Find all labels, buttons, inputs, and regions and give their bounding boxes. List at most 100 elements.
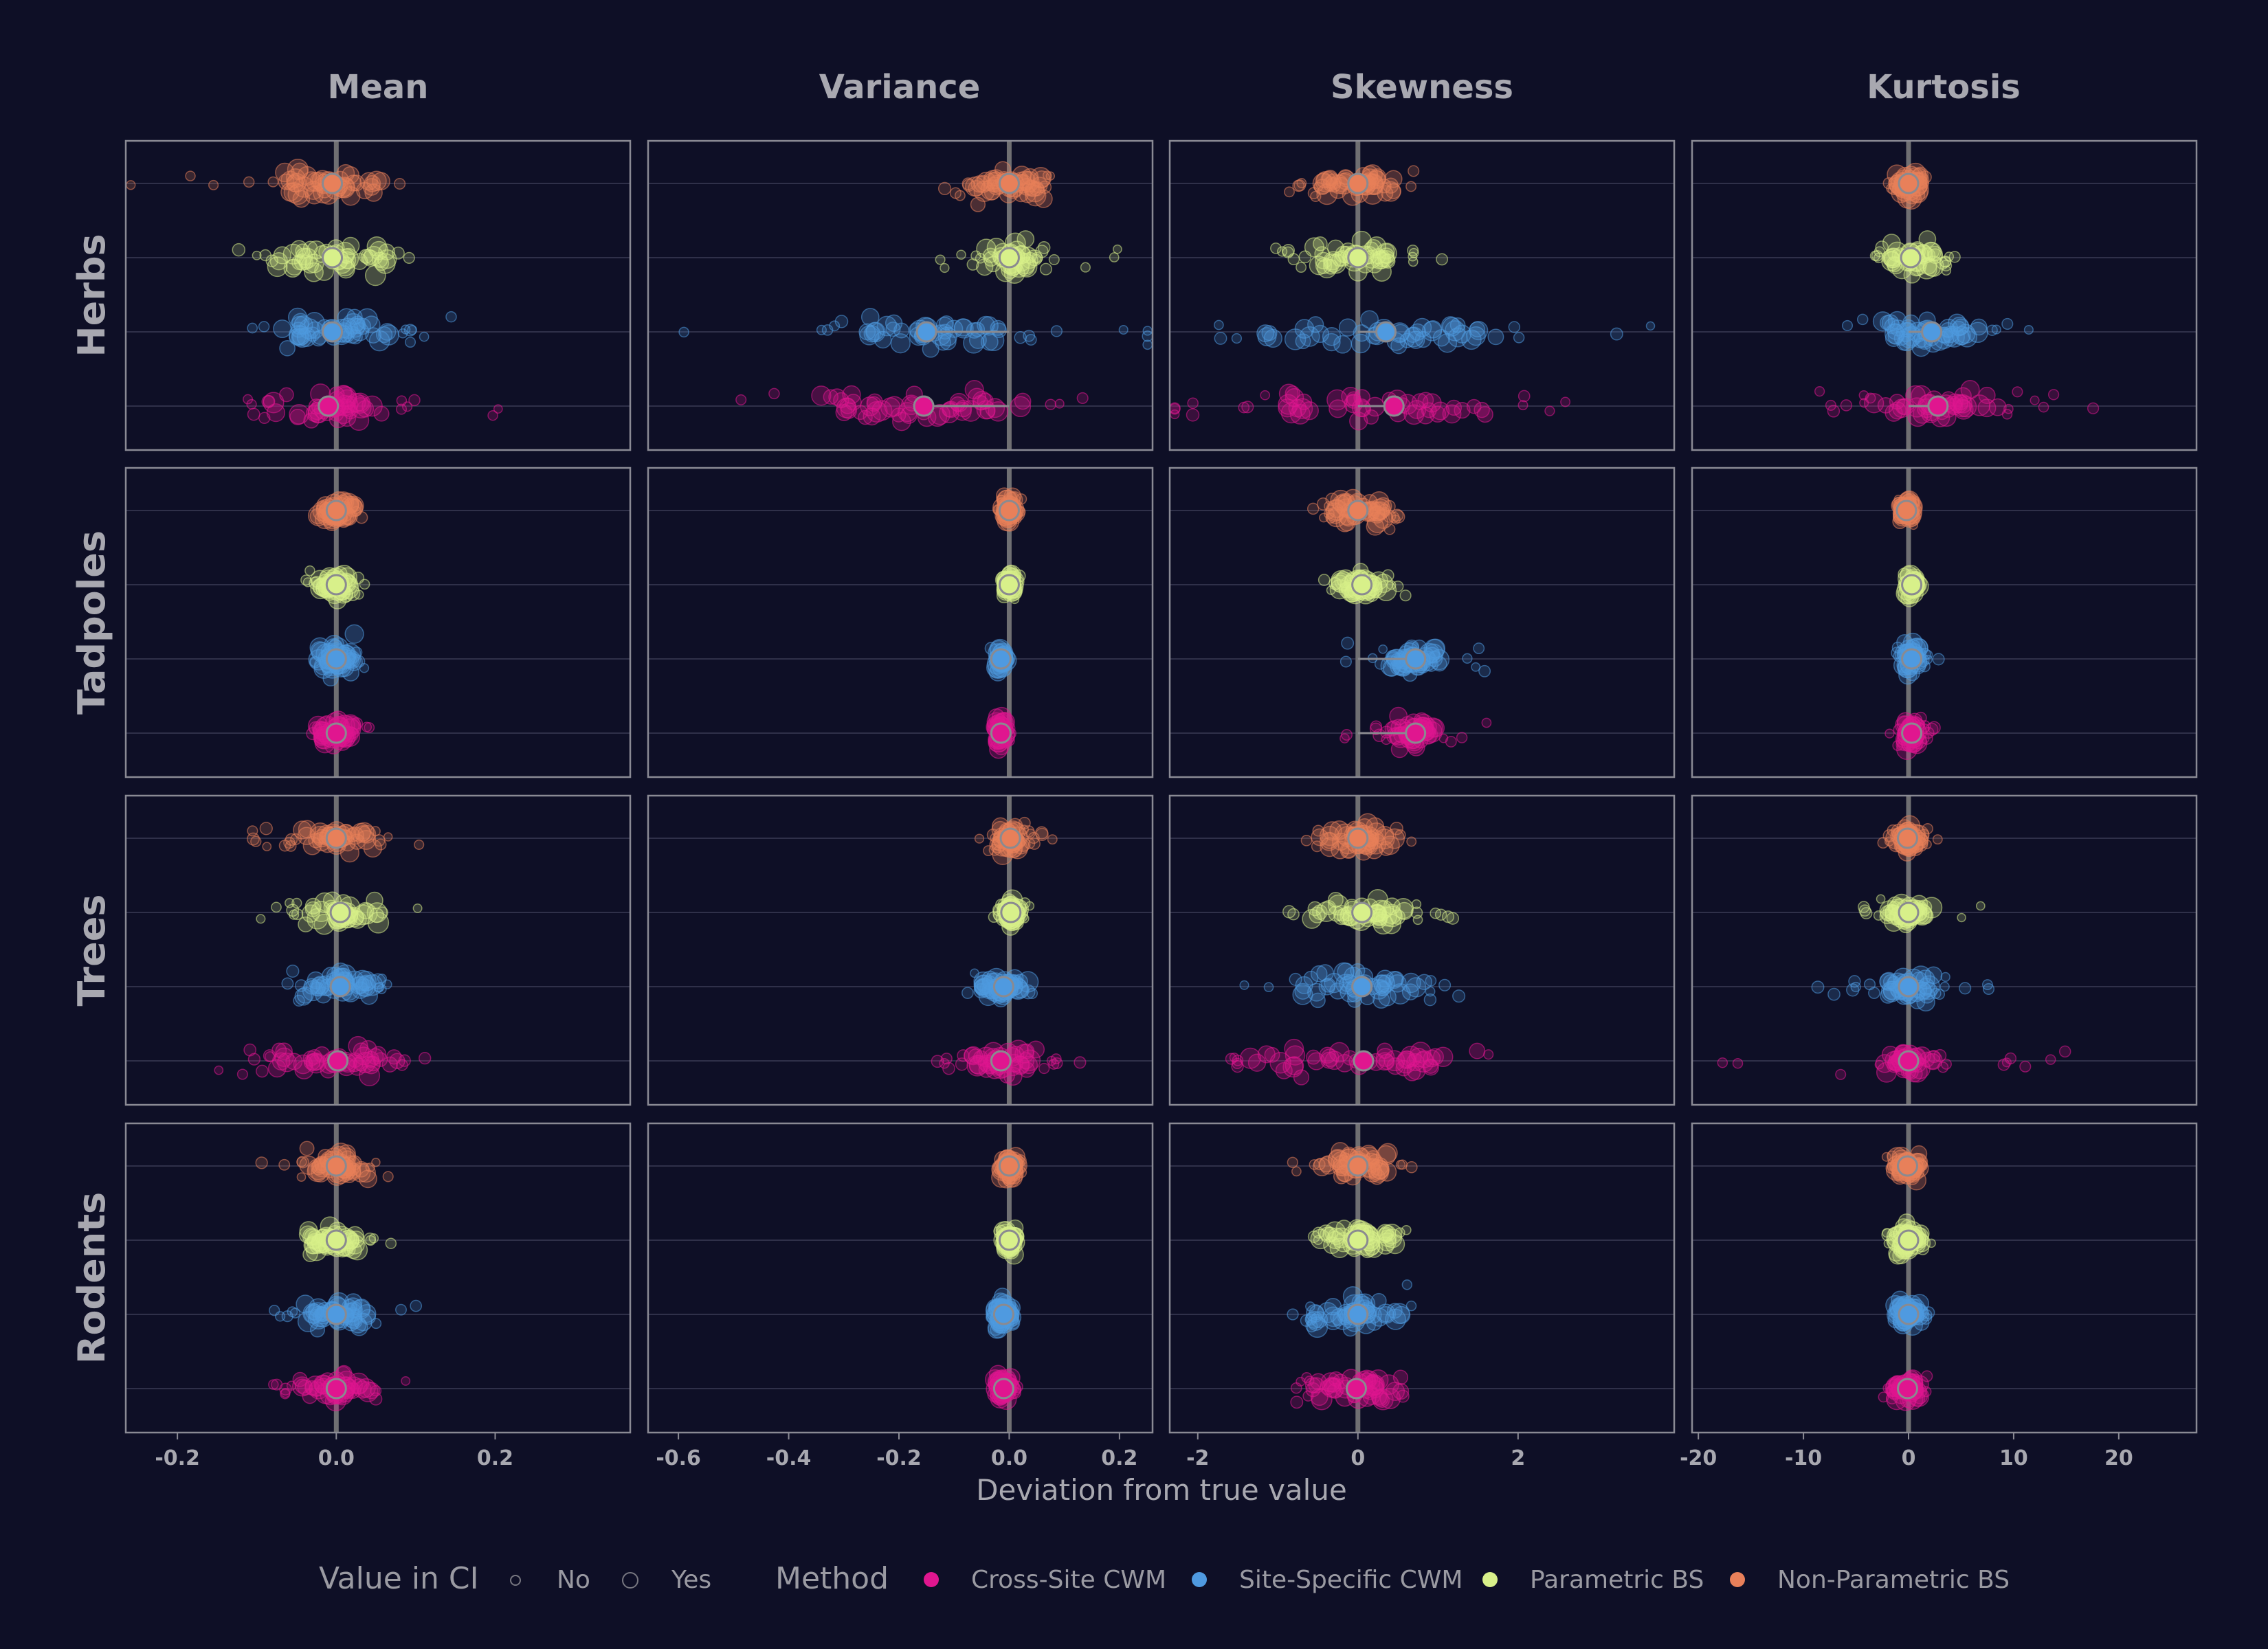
median-point-non-parametric-bs	[1347, 500, 1369, 521]
point-non-parametric-bs	[1296, 178, 1307, 188]
point-cross-site-cwm	[2045, 1054, 2056, 1065]
point-parametric-bs	[1381, 1224, 1403, 1245]
point-non-parametric-bs	[346, 497, 362, 513]
point-parametric-bs	[298, 916, 314, 932]
point-cross-site-cwm	[279, 387, 294, 403]
point-cross-site-cwm	[356, 1378, 376, 1398]
point-site-specific-cwm	[1231, 333, 1243, 344]
point-cross-site-cwm	[1907, 406, 1928, 427]
tick-label-mean: 0.0	[318, 1446, 355, 1470]
point-site-specific-cwm	[1856, 313, 1869, 326]
point-cross-site-cwm	[1045, 399, 1056, 410]
point-parametric-bs	[1048, 254, 1060, 265]
median-point-site-specific-cwm	[915, 321, 937, 343]
point-non-parametric-bs	[1287, 1156, 1298, 1168]
point-non-parametric-bs	[382, 1171, 394, 1182]
point-cross-site-cwm	[1247, 1053, 1267, 1072]
point-non-parametric-bs	[1390, 508, 1404, 522]
panel-border	[124, 794, 632, 1106]
point-cross-site-cwm	[1560, 396, 1571, 407]
median-point-non-parametric-bs	[1347, 172, 1369, 194]
point-non-parametric-bs	[255, 1156, 268, 1169]
point-site-specific-cwm	[1841, 319, 1854, 331]
panel-border	[124, 467, 632, 778]
point-non-parametric-bs	[1291, 1166, 1302, 1177]
legend-method-title: Method	[775, 1561, 889, 1596]
median-point-non-parametric-bs	[325, 1155, 347, 1177]
median-point-cross-site-cwm	[1901, 722, 1923, 744]
point-site-specific-cwm	[351, 646, 363, 659]
median-point-cross-site-cwm	[1345, 1378, 1367, 1400]
point-cross-site-cwm	[268, 1379, 279, 1390]
tick-label-skewness: -2	[1186, 1446, 1209, 1470]
panel-tadpoles-kurtosis	[1691, 467, 2198, 778]
tick-label-variance: -0.6	[656, 1446, 701, 1470]
point-cross-site-cwm	[247, 1053, 261, 1066]
point-parametric-bs	[1888, 1227, 1898, 1237]
point-cross-site-cwm	[1019, 1049, 1041, 1071]
point-non-parametric-bs	[297, 827, 316, 846]
point-site-specific-cwm	[1239, 980, 1249, 990]
point-cross-site-cwm	[1290, 1382, 1302, 1394]
tick-label-kurtosis: 20	[2104, 1446, 2133, 1470]
point-parametric-bs	[403, 251, 415, 265]
median-point-parametric-bs	[1351, 574, 1373, 596]
point-non-parametric-bs	[937, 181, 952, 196]
median-point-parametric-bs	[1000, 901, 1022, 923]
panel-background	[126, 1123, 630, 1433]
point-non-parametric-bs	[298, 820, 317, 838]
point-cross-site-cwm	[1997, 1058, 2010, 1071]
median-point-non-parametric-bs	[325, 827, 347, 849]
median-point-parametric-bs	[1900, 247, 1922, 269]
median-point-non-parametric-bs	[998, 500, 1020, 521]
point-site-specific-cwm	[410, 1299, 423, 1312]
point-cross-site-cwm	[1517, 390, 1531, 403]
point-site-specific-cwm	[939, 333, 957, 350]
point-cross-site-cwm	[214, 1065, 224, 1075]
point-site-specific-cwm	[359, 662, 370, 673]
point-site-specific-cwm	[1294, 319, 1315, 339]
point-site-specific-cwm	[1932, 653, 1945, 666]
point-parametric-bs	[298, 1225, 318, 1244]
point-non-parametric-bs	[1047, 834, 1058, 845]
point-cross-site-cwm	[939, 1057, 950, 1069]
point-non-parametric-bs	[1313, 181, 1324, 192]
point-site-specific-cwm	[1986, 324, 1998, 336]
point-cross-site-cwm	[1403, 404, 1425, 425]
point-parametric-bs	[1270, 243, 1282, 254]
median-point-site-specific-cwm	[1898, 1303, 1920, 1325]
point-cross-site-cwm	[2012, 386, 2023, 398]
point-parametric-bs	[940, 262, 950, 273]
point-site-specific-cwm	[1880, 987, 1896, 1004]
point-cross-site-cwm	[266, 403, 286, 423]
panel-rodents-skewness	[1168, 1122, 1676, 1434]
point-cross-site-cwm	[353, 1042, 370, 1059]
point-non-parametric-bs	[394, 177, 406, 190]
median-point-cross-site-cwm	[327, 1050, 349, 1072]
panel-tadpoles-skewness	[1168, 467, 1676, 778]
median-point-site-specific-cwm	[325, 648, 347, 670]
median-point-cross-site-cwm	[990, 722, 1012, 744]
point-site-specific-cwm	[1388, 971, 1404, 987]
point-cross-site-cwm	[768, 388, 780, 400]
point-non-parametric-bs	[340, 843, 359, 863]
point-non-parametric-bs	[1379, 507, 1390, 517]
panel-background	[1692, 468, 2197, 777]
tick-label-kurtosis: -10	[1785, 1446, 1822, 1470]
point-cross-site-cwm	[2019, 1060, 2032, 1073]
point-parametric-bs	[357, 901, 375, 919]
point-cross-site-cwm	[373, 405, 390, 422]
point-non-parametric-bs	[262, 842, 272, 851]
median-point-site-specific-cwm	[992, 976, 1014, 998]
point-cross-site-cwm	[1445, 399, 1463, 416]
panel-border	[124, 139, 632, 451]
point-non-parametric-bs	[247, 832, 260, 846]
point-non-parametric-bs	[364, 183, 383, 202]
point-non-parametric-bs	[1405, 1161, 1418, 1174]
point-site-specific-cwm	[1118, 324, 1129, 335]
point-site-specific-cwm	[1959, 982, 1972, 995]
point-cross-site-cwm	[880, 397, 901, 418]
point-cross-site-cwm	[1927, 1050, 1941, 1064]
point-site-specific-cwm	[1263, 982, 1274, 993]
panel-herbs-mean	[124, 139, 632, 451]
